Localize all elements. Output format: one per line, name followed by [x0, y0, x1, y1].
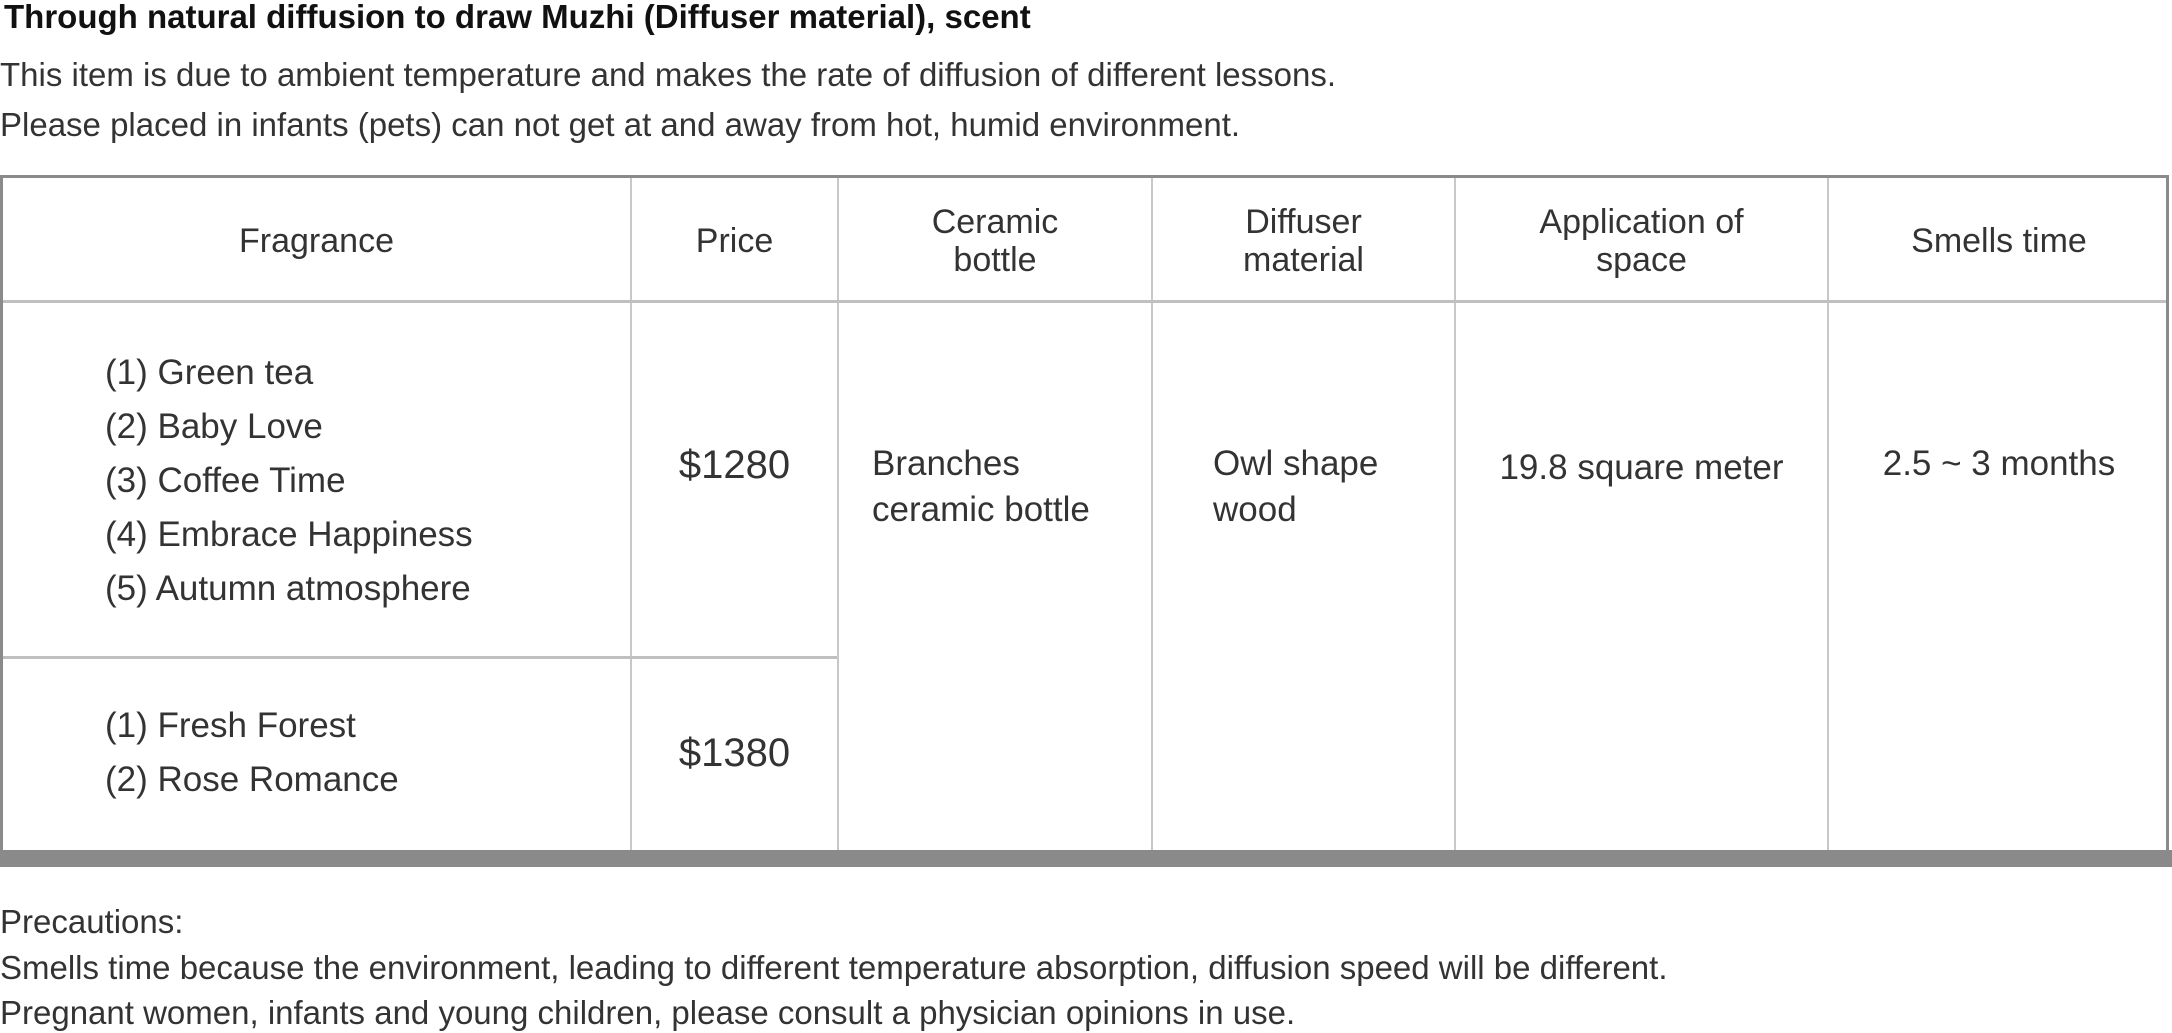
fragrance-list: (1) Fresh Forest (2) Rose Romance: [105, 699, 399, 807]
intro-line: Please placed in infants (pets) can not …: [0, 106, 1241, 143]
precautions-line: Pregnant women, infants and young childr…: [0, 994, 1296, 1031]
header-application-of-space: Application of space: [1539, 202, 1744, 279]
header-diffuser-material: Diffuser material: [1243, 202, 1364, 279]
smells-time-value: 2.5 ~ 3 months: [1882, 444, 2116, 483]
header-fragrance: Fragrance: [239, 221, 394, 260]
fragrance-list: (1) Green tea (2) Baby Love (3) Coffee T…: [105, 346, 473, 616]
precautions-line: Smells time because the environment, lea…: [0, 949, 1668, 986]
product-table: Fragrance Price Ceramic bottle Diffuser …: [0, 175, 2169, 850]
diffuser-material-value: Owl shape wood: [1213, 444, 1379, 529]
page-title: Through natural diffusion to draw Muzhi …: [4, 0, 1031, 35]
fragrance-item: (3) Coffee Time: [105, 461, 346, 500]
header-ceramic-bottle: Ceramic bottle: [931, 202, 1059, 279]
fragrance-item: (1) Fresh Forest: [105, 706, 356, 745]
fragrance-item: (5) Autumn atmosphere: [105, 569, 471, 608]
header-price: Price: [695, 221, 774, 260]
fragrance-item: (1) Green tea: [105, 353, 314, 392]
price-2: $1380: [678, 731, 791, 775]
fragrance-item: (2) Rose Romance: [105, 760, 399, 799]
intro-line: This item is due to ambient temperature …: [0, 56, 1337, 93]
price-1: $1280: [678, 443, 791, 487]
fragrance-item: (2) Baby Love: [105, 407, 323, 446]
ceramic-bottle-value: Branches ceramic bottle: [872, 444, 1090, 529]
header-smells-time: Smells time: [1911, 221, 2087, 260]
application-of-space-value: 19.8 square meter: [1499, 448, 1784, 487]
table-bottom-bar: [0, 850, 2172, 867]
precautions-heading: Precautions:: [0, 903, 184, 940]
fragrance-item: (4) Embrace Happiness: [105, 515, 473, 554]
